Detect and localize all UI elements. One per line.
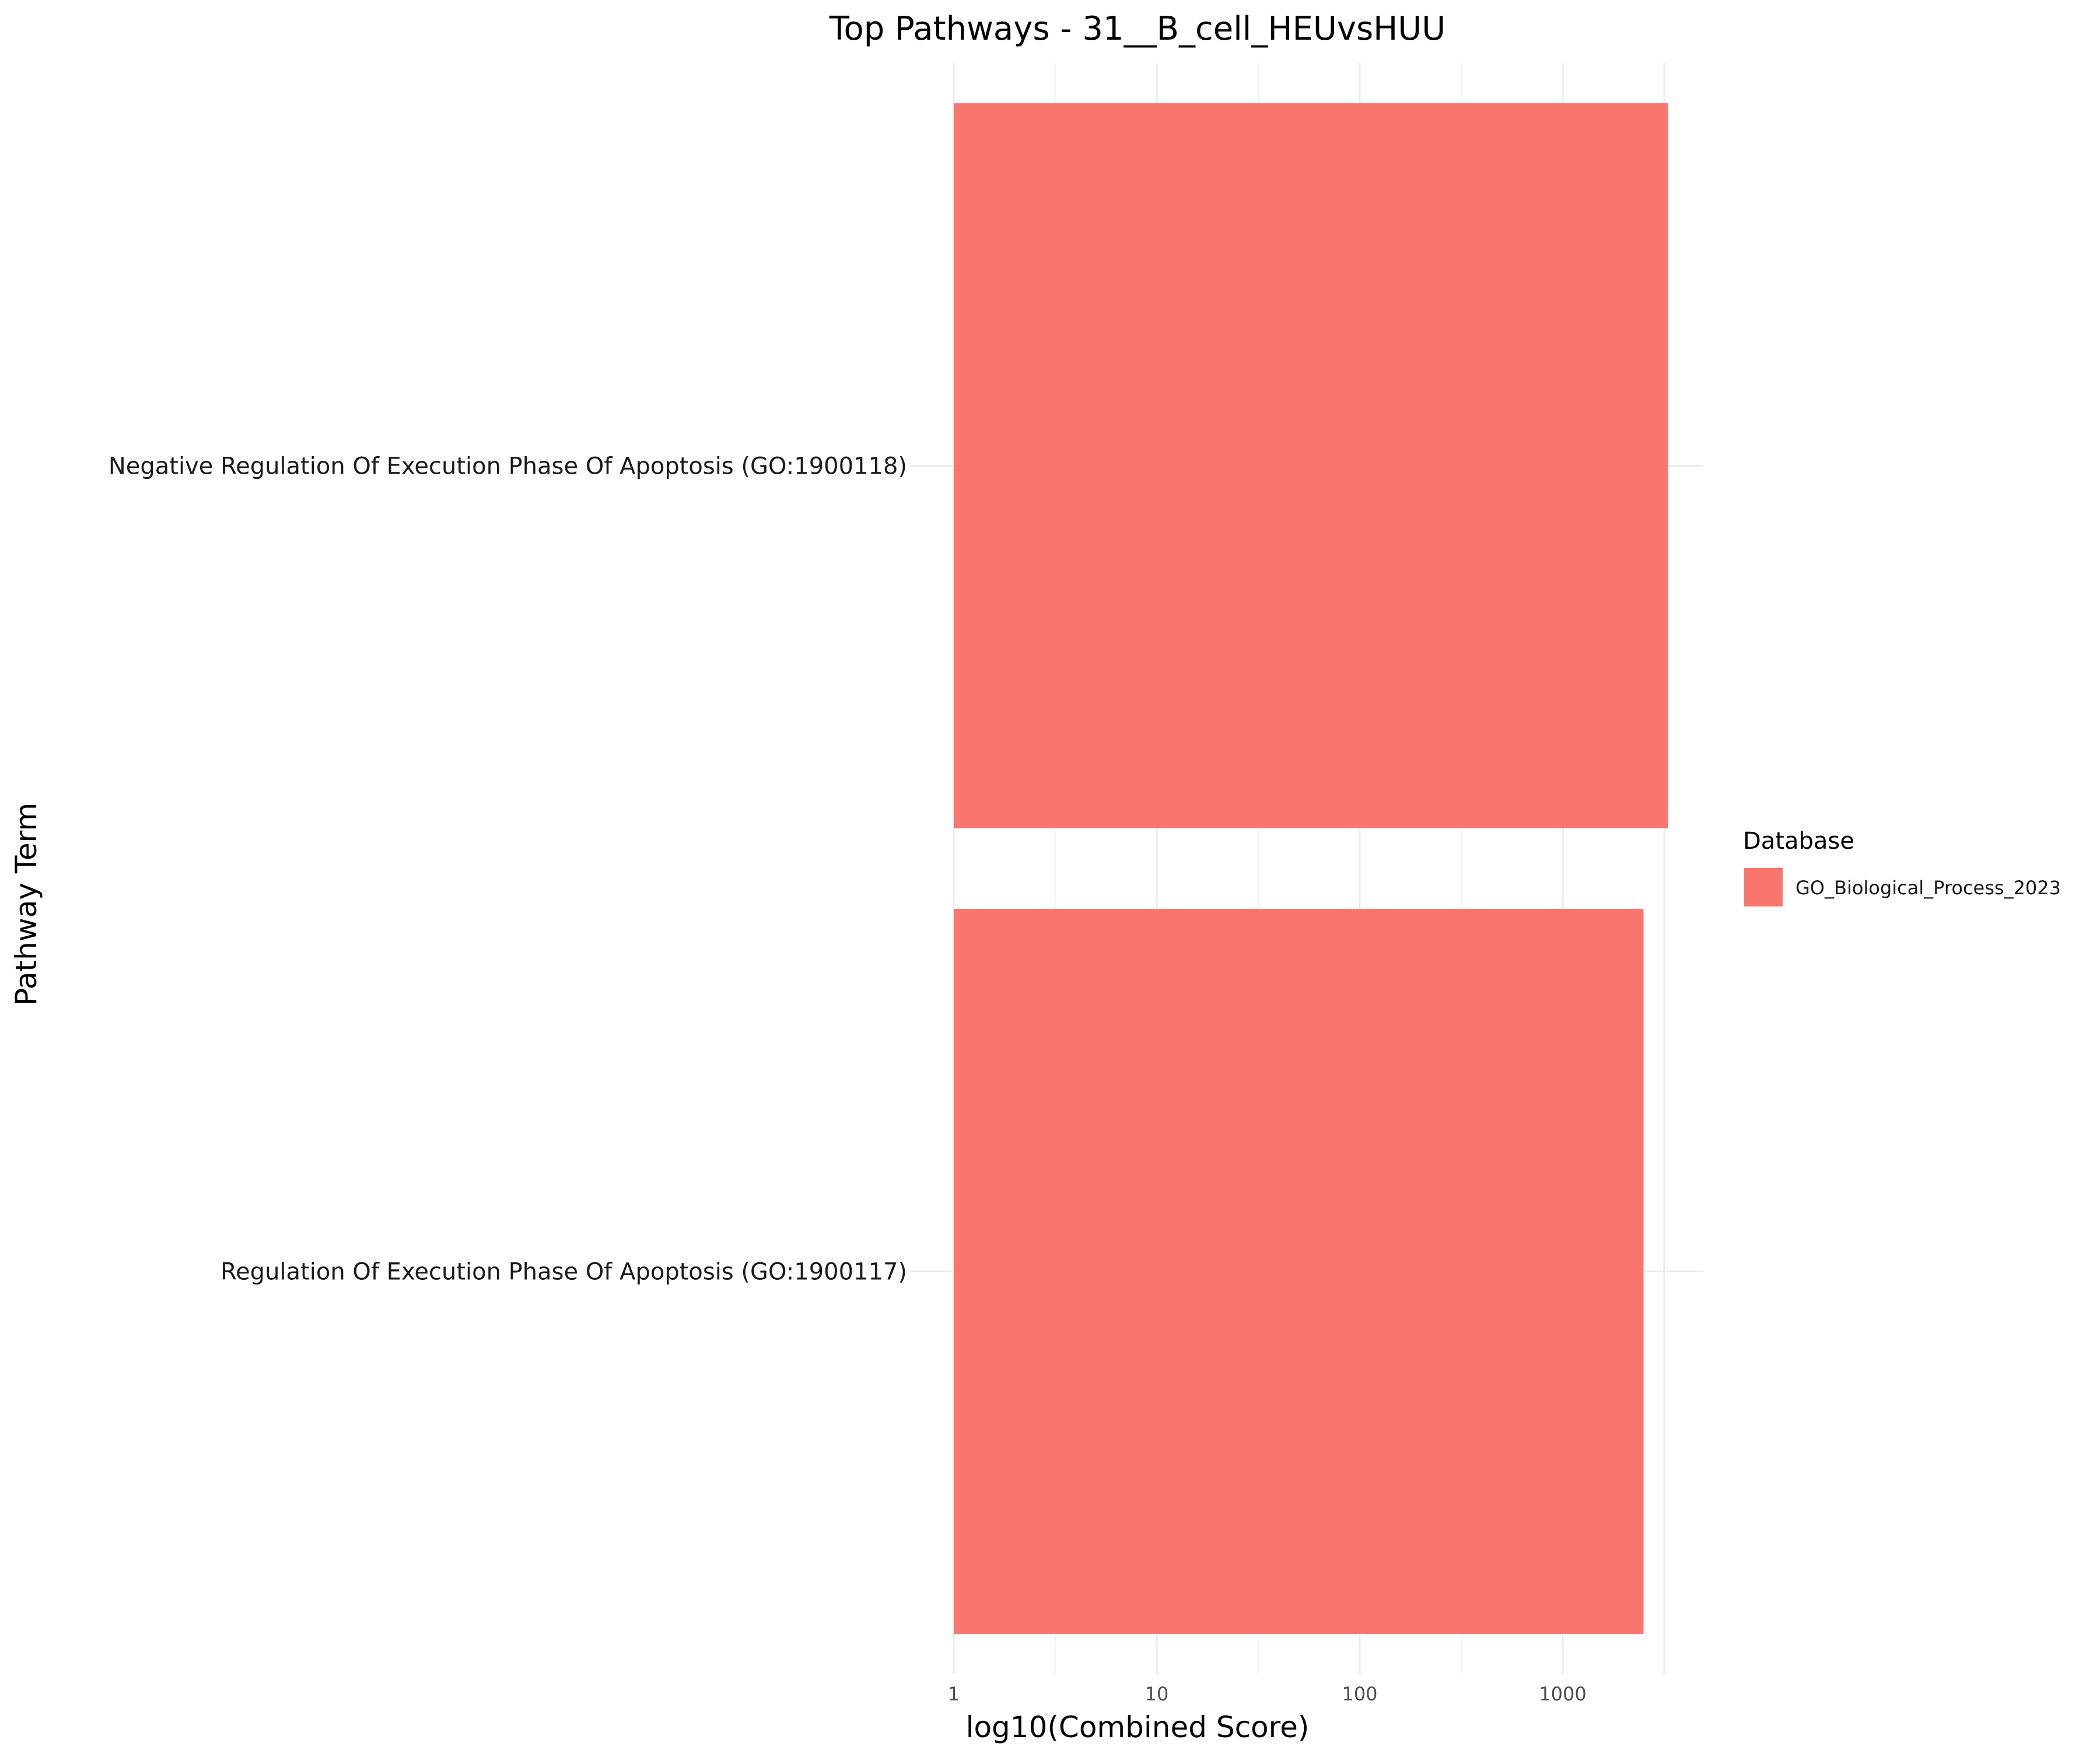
legend: Database GO_Biological_Process_2023 [1743, 828, 2061, 907]
chart-title: Top Pathways - 31__B_cell_HEUvsHUU [829, 10, 1446, 48]
x-tick-label: 10 [1145, 1683, 1169, 1705]
bars [954, 103, 1668, 1634]
x-tick-label: 1 [948, 1683, 960, 1705]
legend-key [1744, 868, 1783, 907]
y-tick-label: Regulation Of Execution Phase Of Apoptos… [220, 1259, 907, 1286]
y-tick-labels: Negative Regulation Of Execution Phase O… [108, 453, 907, 1286]
x-axis-title: log10(Combined Score) [966, 1710, 1310, 1744]
x-tick-label: 100 [1342, 1683, 1377, 1705]
x-tick-label: 1000 [1539, 1683, 1586, 1705]
y-tick-label: Negative Regulation Of Execution Phase O… [108, 453, 907, 480]
y-axis-title: Pathway Term [9, 803, 43, 1006]
x-tick-labels: 1 10 100 1000 [948, 1683, 1587, 1705]
legend-title: Database [1743, 828, 1854, 855]
bar [954, 909, 1644, 1634]
legend-label: GO_Biological_Process_2023 [1796, 877, 2061, 899]
bar [954, 103, 1668, 828]
